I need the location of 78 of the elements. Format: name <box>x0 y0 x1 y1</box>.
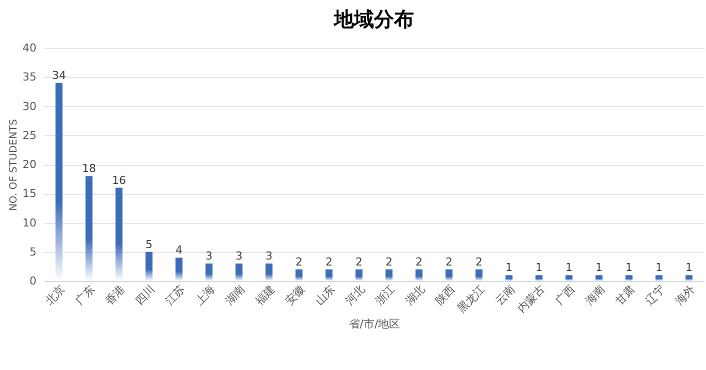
x-axis-title: 省/市/地区 <box>348 318 400 331</box>
data-label: 5 <box>146 238 152 251</box>
bar <box>146 252 152 281</box>
data-label: 18 <box>82 162 96 176</box>
x-tick-label: 海南 <box>582 282 608 308</box>
x-tick-label: 湖南 <box>222 282 248 308</box>
data-label: 2 <box>296 255 302 268</box>
data-label: 3 <box>236 250 242 263</box>
data-label: 2 <box>446 255 452 268</box>
bar <box>326 269 332 281</box>
x-tick-label: 江苏 <box>162 282 188 308</box>
data-label: 1 <box>686 261 692 274</box>
bar <box>236 264 242 281</box>
x-tick-label: 上海 <box>192 282 218 308</box>
data-label: 2 <box>356 255 362 268</box>
y-tick-label: 35 <box>22 70 36 84</box>
x-tick-label: 云南 <box>492 282 518 308</box>
y-tick-label: 15 <box>22 187 36 200</box>
x-tick-label: 辽宁 <box>642 282 668 308</box>
bar <box>476 269 482 281</box>
y-tick-label: 30 <box>22 100 36 113</box>
bar <box>206 264 212 281</box>
x-tick-label: 内蒙古 <box>514 282 548 316</box>
bar <box>596 275 602 281</box>
bar <box>56 82 62 281</box>
data-label: 2 <box>326 255 332 268</box>
data-label: 16 <box>112 174 126 187</box>
x-tick-label: 海外 <box>672 282 698 308</box>
data-label: 1 <box>596 261 602 274</box>
bar <box>176 258 182 281</box>
x-tick-label: 黑龙江 <box>454 282 488 316</box>
data-label: 34 <box>52 68 66 82</box>
data-label: 1 <box>506 261 512 274</box>
y-tick-label: 10 <box>22 216 36 230</box>
bar <box>656 275 662 281</box>
data-label: 1 <box>626 261 632 274</box>
bar <box>116 188 122 281</box>
data-label: 2 <box>386 255 392 268</box>
data-label: 1 <box>656 261 662 274</box>
bar <box>536 275 542 281</box>
bar <box>686 275 692 281</box>
bar <box>446 269 452 281</box>
data-label: 3 <box>206 250 212 263</box>
data-label: 4 <box>176 244 182 257</box>
bar <box>386 269 392 281</box>
y-tick-label: 20 <box>22 158 36 171</box>
y-tick-label: 40 <box>22 42 36 54</box>
data-label: 2 <box>416 255 422 268</box>
y-tick-label: 5 <box>30 245 36 258</box>
bar <box>626 275 632 281</box>
x-tick-label: 陕西 <box>432 282 458 308</box>
x-tick-label: 香港 <box>102 282 128 308</box>
x-tick-label: 浙江 <box>372 282 398 308</box>
y-axis-title: NO. OF STUDENTS <box>8 119 20 211</box>
x-tick-label: 安徽 <box>282 282 308 308</box>
x-tick-label: 福建 <box>252 282 278 308</box>
x-tick-label: 山东 <box>312 282 338 308</box>
chart-title: 地域分布 <box>333 7 414 31</box>
x-tick-label: 河北 <box>342 282 368 308</box>
bar <box>296 269 302 281</box>
bar <box>356 269 362 281</box>
x-tick-label: 广西 <box>552 282 578 308</box>
bar <box>86 176 92 281</box>
x-tick-label: 湖北 <box>402 282 428 308</box>
x-tick-label: 四川 <box>132 282 158 308</box>
y-tick-label: 25 <box>22 128 36 142</box>
x-tick-label: 北京 <box>42 282 68 308</box>
data-label: 3 <box>266 250 272 263</box>
data-label: 2 <box>476 255 482 268</box>
bar <box>416 269 422 281</box>
y-tick-label: 0 <box>30 274 36 288</box>
data-label: 1 <box>566 261 572 274</box>
x-tick-label: 广东 <box>72 282 98 308</box>
bar <box>506 275 512 281</box>
x-tick-label: 甘肃 <box>612 282 638 308</box>
data-label: 1 <box>536 261 542 274</box>
bar <box>566 275 572 281</box>
bar <box>266 264 272 281</box>
